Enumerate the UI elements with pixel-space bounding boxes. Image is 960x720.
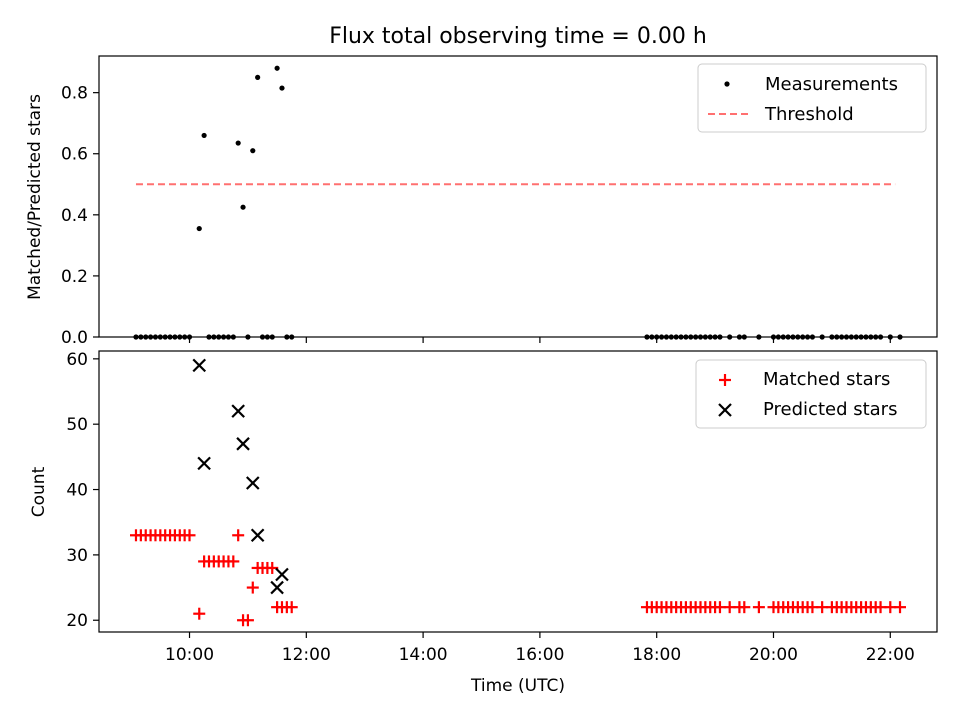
predicted-stars-point	[231, 404, 245, 418]
predicted-stars-point	[192, 358, 207, 373]
legend-predicted-marker	[718, 403, 732, 417]
bottom-y-tick-label: 30	[66, 546, 88, 566]
bottom-legend-box	[695, 359, 927, 429]
top-y-ticks: 0.0 0.2 0.4 0.6 0.8	[61, 84, 99, 348]
bottom-y-axis-label: Count	[29, 466, 49, 517]
matched-stars-point	[241, 614, 254, 627]
matched-stars-point	[266, 561, 279, 574]
predicted-stars-point	[246, 476, 260, 490]
top-plot-frame	[98, 55, 938, 338]
legend-predicted-label: Predicted stars	[763, 399, 897, 420]
x-tick-label: 22:00	[866, 645, 915, 665]
measurements-point	[201, 132, 207, 139]
measurements-point	[250, 148, 256, 154]
bottom-y-tick-label: 20	[66, 611, 88, 631]
measurements-point	[235, 140, 241, 146]
x-tick-label: 10:00	[165, 645, 214, 665]
x-axis-label: Time (UTC)	[470, 676, 565, 696]
x-tick-label: 20:00	[749, 645, 798, 665]
measurements-point	[279, 85, 285, 91]
matched-stars-point	[193, 607, 206, 620]
top-y-tick-label: 0.8	[61, 84, 88, 104]
bottom-x-ticks: 10:00 12:00 14:00 16:00 18:00 20:00 22:00	[165, 632, 915, 665]
predicted-stars-point	[197, 456, 211, 471]
matched-stars-point	[738, 601, 751, 614]
predicted-stars-point	[270, 580, 284, 595]
measurements-point	[255, 74, 261, 80]
matched-stars-point	[227, 555, 240, 568]
legend-measurements-marker	[724, 81, 730, 87]
matched-stars-point	[285, 601, 298, 614]
legend-matched-label: Matched stars	[763, 369, 890, 390]
x-tick-label: 16:00	[515, 645, 564, 665]
top-y-tick-label: 0.6	[61, 145, 88, 165]
top-y-tick-label: 0.0	[61, 328, 88, 348]
measurements-point	[240, 204, 246, 210]
bottom-legend: Matched stars Predicted stars	[695, 359, 927, 429]
x-tick-label: 14:00	[399, 645, 448, 665]
top-panel: Matched/Predicted stars 0.00.20.40.60.8 …	[25, 55, 938, 348]
legend-measurements-label: Measurements	[765, 74, 898, 95]
matched-stars-point	[183, 529, 196, 542]
bottom-y-tick-label: 40	[66, 481, 88, 501]
top-y-tick-label: 0.4	[61, 206, 88, 226]
bottom-plot-marks	[129, 358, 907, 627]
top-legend-box	[697, 63, 927, 133]
bottom-plot-frame	[98, 350, 938, 633]
matched-stars-point	[752, 601, 765, 614]
top-legend: Measurements Threshold	[697, 63, 927, 133]
predicted-stars-point	[236, 437, 250, 451]
bottom-panel: Count Time (UTC) 20 30 40 50 60 10:00 12:00 14…	[29, 350, 938, 696]
x-tick-label: 18:00	[632, 645, 681, 665]
measurements-point	[274, 65, 280, 71]
bottom-y-ticks: 20 30 40 50 60	[66, 350, 99, 631]
top-y-tick-label: 0.2	[61, 267, 88, 287]
chart-title: Flux total observing time = 0.00 h	[329, 24, 707, 49]
top-y-axis-label: Matched/Predicted stars	[25, 94, 45, 300]
bottom-y-tick-label: 50	[66, 415, 88, 435]
bottom-y-tick-label: 60	[66, 350, 88, 370]
x-tick-label: 12:00	[282, 645, 331, 665]
legend-threshold-label: Threshold	[764, 104, 854, 125]
matched-stars-point	[246, 581, 259, 594]
matched-stars-point	[232, 529, 245, 542]
measurements-point	[196, 225, 202, 232]
matched-stars-point	[894, 601, 907, 614]
legend-matched-marker	[719, 374, 731, 386]
predicted-stars-point	[275, 567, 289, 582]
predicted-stars-point	[250, 528, 265, 543]
